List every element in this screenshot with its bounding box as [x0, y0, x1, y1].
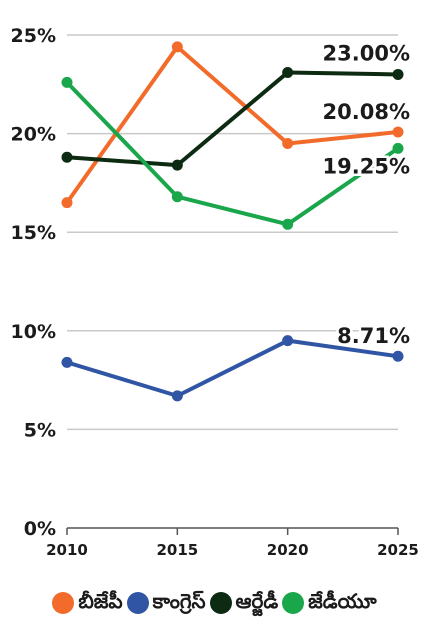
series-1-point-2	[282, 335, 294, 347]
legend-item-3: జేడీయూ	[282, 589, 377, 618]
y-tick-label-0: 0%	[24, 518, 56, 540]
legend-label-3: జేడీయూ	[308, 588, 377, 613]
end-label-series-2: 23.00%	[323, 41, 410, 65]
legend-label-2: ఆర్జేడీ	[235, 588, 279, 613]
legend-item-0: బీజేపీ	[52, 588, 123, 618]
series-0-point-2	[282, 137, 294, 149]
end-label-series-0: 20.08%	[323, 100, 410, 124]
series-line-2	[65, 70, 400, 168]
chart-legend: బీజేపీ కాంగ్రెస్ ఆర్జేడీ జేడీయూ	[0, 585, 429, 621]
series-3-point-0	[61, 76, 73, 88]
legend-swatch-3	[282, 592, 305, 614]
series-1-point-3	[392, 350, 404, 362]
y-tick-label-3: 15%	[11, 222, 56, 244]
legend-swatch-1	[126, 592, 149, 614]
series-2-point-0	[61, 151, 73, 163]
series-1-point-1	[171, 390, 183, 402]
end-label-series-3: 19.25%	[323, 154, 410, 178]
y-tick-label-1: 5%	[24, 419, 56, 441]
y-tick-label-2: 10%	[11, 321, 56, 343]
series-0-point-0	[61, 197, 73, 209]
x-tick-label-1: 2015	[156, 541, 198, 559]
legend-swatch-2	[209, 592, 232, 614]
series-1-point-0	[61, 356, 73, 368]
y-tick-label-4: 20%	[11, 124, 56, 146]
series-3-point-1	[171, 191, 183, 203]
series-2-point-3	[392, 68, 404, 80]
series-0-point-3	[392, 126, 404, 138]
series-line-1	[65, 338, 400, 398]
end-label-series-1: 8.71%	[337, 324, 410, 348]
series-3-point-2	[282, 218, 294, 230]
y-tick-label-5: 25%	[11, 25, 56, 47]
legend-swatch-0	[52, 592, 75, 614]
series-0-point-1	[171, 41, 183, 53]
line-chart: 0% 5% 10% 15% 20% 25% 2010 2015 2020 2025 20.08% 8.…	[11, 25, 419, 559]
legend-item-2: ఆర్జేడీ	[209, 588, 279, 618]
series-line-3	[65, 80, 400, 227]
legend-label-1: కాంగ్రెస్	[152, 588, 206, 613]
x-tick-label-0: 2010	[46, 541, 88, 559]
legend-label-0: బీజేపీ	[78, 588, 123, 613]
series-3-point-3	[392, 142, 404, 154]
legend-item-1: కాంగ్రెస్	[126, 588, 206, 618]
x-tick-label-2: 2020	[267, 541, 309, 559]
series-2-point-2	[282, 66, 294, 78]
series-2-point-1	[171, 159, 183, 171]
series-line-0	[65, 44, 400, 205]
x-tick-label-3: 2025	[377, 541, 419, 559]
